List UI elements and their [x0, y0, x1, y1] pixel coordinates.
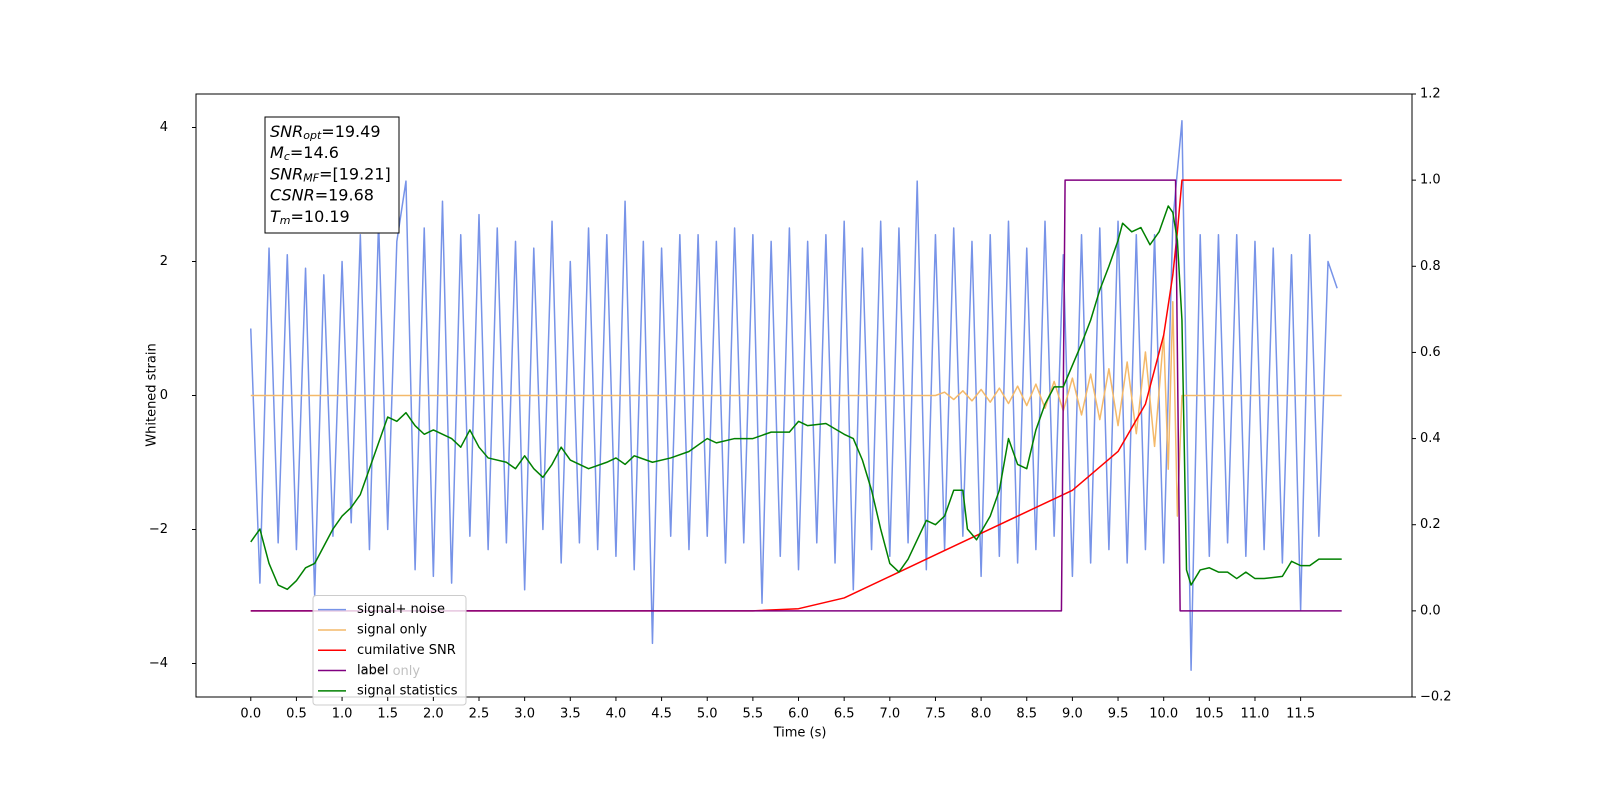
annotation-name: M	[270, 143, 284, 162]
annotation-name: SNR	[270, 164, 303, 183]
y2-tick-label: −0.2	[1420, 690, 1452, 705]
x-tick-label: 0.0	[240, 707, 261, 722]
annotation-name: T	[270, 206, 281, 225]
legend-label: cumilative SNR	[357, 643, 456, 658]
y2-tick-label: 1.0	[1420, 173, 1441, 188]
annotation-value: =10.19	[291, 206, 350, 225]
y2-tick-label: 0.6	[1420, 345, 1441, 360]
series-line	[250, 205, 1342, 591]
x-tick-label: 3.0	[514, 707, 535, 722]
x-tick-label: 10.5	[1195, 707, 1224, 722]
x-tick-label: 6.5	[834, 707, 855, 722]
x-tick-label: 11.5	[1286, 707, 1315, 722]
series-line	[250, 120, 1338, 671]
annotation-value: =19.68	[315, 185, 374, 204]
annotation-value: =19.49	[321, 122, 380, 141]
annotation-box	[264, 116, 400, 234]
series-line	[250, 179, 1342, 612]
y-tick-label: 4	[160, 120, 168, 135]
plot-area	[250, 120, 1342, 671]
x-tick-label: 5.5	[743, 707, 764, 722]
y2-tick-label: 0.0	[1420, 603, 1441, 618]
legend: label only signal+ noise signal only cumila…	[312, 595, 467, 706]
annotation-line: SNRMF=[19.21]	[270, 164, 391, 185]
x-tick-label: 5.0	[697, 707, 718, 722]
legend-label: label	[357, 663, 388, 678]
annotation: SNRopt=19.49Mc=14.6SNRMF=[19.21]CSNR=19.…	[270, 122, 391, 227]
legend-label: signal only	[357, 622, 427, 637]
x-tick-label: 9.5	[1108, 707, 1129, 722]
x-axis-label: Time (s)	[773, 726, 827, 741]
legend-box	[312, 595, 467, 706]
annotation-sub: MF	[303, 171, 319, 184]
x-tick-label: 8.5	[1016, 707, 1037, 722]
annotation-line: Mc=14.6	[270, 143, 339, 164]
x-tick-label: 0.5	[286, 707, 307, 722]
x-tick-label: 3.5	[560, 707, 581, 722]
y2-tick-label: 0.4	[1420, 431, 1441, 446]
annotation-name: CSNR	[270, 185, 315, 204]
legend-hidden-label: label only	[357, 664, 420, 679]
annotation-line: SNRopt=19.49	[270, 122, 381, 143]
y2-tick-label: 0.8	[1420, 259, 1441, 274]
annotation-name: SNR	[270, 122, 303, 141]
annotation-value: =[19.21]	[319, 164, 391, 183]
x-tick-label: 2.0	[423, 707, 444, 722]
x-tick-label: 9.0	[1062, 707, 1083, 722]
y-axis-label: Whitened strain	[145, 343, 160, 446]
series-line	[250, 179, 1342, 612]
series-line	[250, 300, 1342, 517]
x-tick-label: 6.0	[788, 707, 809, 722]
x-tick-label: 4.0	[606, 707, 627, 722]
annotation-sub: m	[280, 214, 291, 227]
annotation-line: CSNR=19.68	[270, 185, 374, 204]
annotation-value: =14.6	[290, 143, 339, 162]
y-tick-label: 2	[160, 254, 168, 269]
x-tick-label: 7.5	[925, 707, 946, 722]
x-tick-label: 7.0	[879, 707, 900, 722]
x-tick-label: 11.0	[1241, 707, 1270, 722]
annotation-sub: c	[284, 150, 290, 163]
x-tick-label: 2.5	[469, 707, 490, 722]
y-tick-label: −4	[149, 656, 168, 671]
x-tick-label: 10.0	[1149, 707, 1178, 722]
x-tick-label: 8.0	[971, 707, 992, 722]
y2-tick-label: 0.2	[1420, 517, 1441, 532]
y-tick-label: −2	[149, 522, 168, 537]
annotation-line: Tm=10.19	[270, 206, 350, 227]
annotation-sub: opt	[303, 129, 322, 142]
x-tick-label: 1.5	[377, 707, 398, 722]
legend-label: signal statistics	[357, 683, 458, 698]
y-tick-label: 0	[160, 388, 168, 403]
x-tick-label: 4.5	[651, 707, 672, 722]
legend-label: signal+ noise	[357, 602, 445, 617]
x-tick-label: 1.0	[332, 707, 353, 722]
y2-tick-label: 1.2	[1420, 87, 1441, 102]
